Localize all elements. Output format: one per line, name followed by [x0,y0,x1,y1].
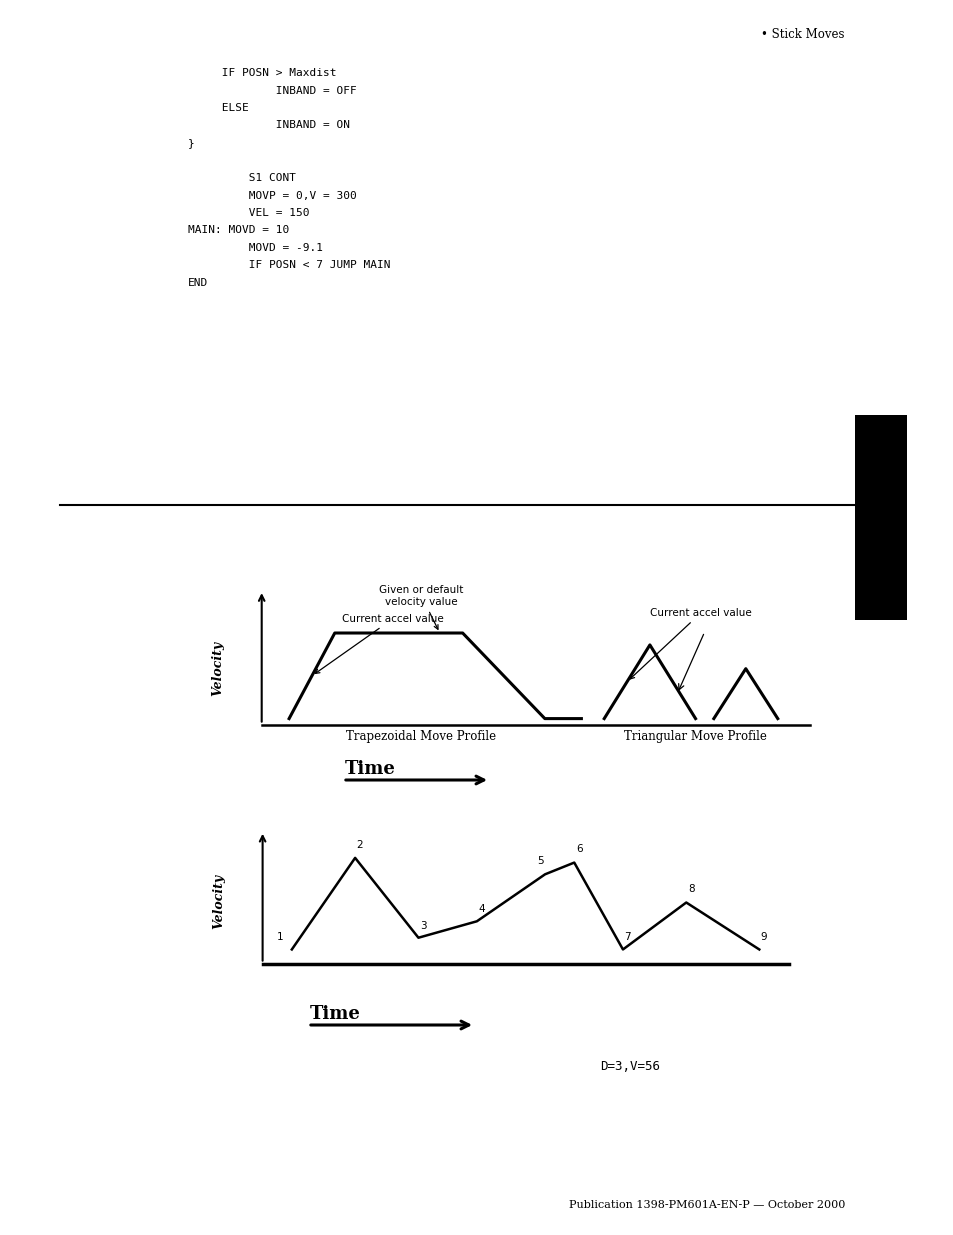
Text: 7: 7 [624,932,631,942]
Text: Publication 1398-PM601A-EN-P — October 2000: Publication 1398-PM601A-EN-P — October 2… [568,1200,844,1210]
Text: IF POSN < 7 JUMP MAIN: IF POSN < 7 JUMP MAIN [188,261,390,270]
Text: Time: Time [345,760,395,778]
Text: Current accel value: Current accel value [315,614,443,673]
Text: 1: 1 [276,932,283,942]
Text: MAIN: MOVD = 10: MAIN: MOVD = 10 [188,226,289,236]
Text: END: END [188,278,208,288]
Text: VEL = 150: VEL = 150 [188,207,309,219]
Text: D=3,V=56: D=3,V=56 [599,1060,659,1073]
Text: }: } [188,138,194,148]
Text: INBAND = OFF: INBAND = OFF [188,85,356,95]
Text: 9: 9 [760,932,766,942]
Text: 4: 4 [477,904,484,914]
Text: Current accel value: Current accel value [629,608,751,679]
Text: MOVP = 0,V = 300: MOVP = 0,V = 300 [188,190,356,200]
Text: S1 CONT: S1 CONT [188,173,295,183]
Text: 6: 6 [576,845,582,855]
Text: Given or default
velocity value: Given or default velocity value [379,585,463,630]
Text: • Stick Moves: • Stick Moves [760,28,844,41]
Text: Time: Time [310,1005,360,1023]
Text: 3: 3 [419,920,426,931]
Text: 5: 5 [537,856,543,866]
Text: 2: 2 [356,840,363,850]
Text: Velocity: Velocity [213,874,225,929]
Text: ELSE: ELSE [188,103,249,112]
Text: INBAND = ON: INBAND = ON [188,121,350,131]
Text: IF POSN > Maxdist: IF POSN > Maxdist [188,68,336,78]
Text: MOVD = -9.1: MOVD = -9.1 [188,243,323,253]
Text: 8: 8 [687,884,694,894]
Text: Triangular Move Profile: Triangular Move Profile [623,730,766,743]
Text: Velocity: Velocity [212,641,225,697]
Text: Trapezoidal Move Profile: Trapezoidal Move Profile [346,730,497,743]
